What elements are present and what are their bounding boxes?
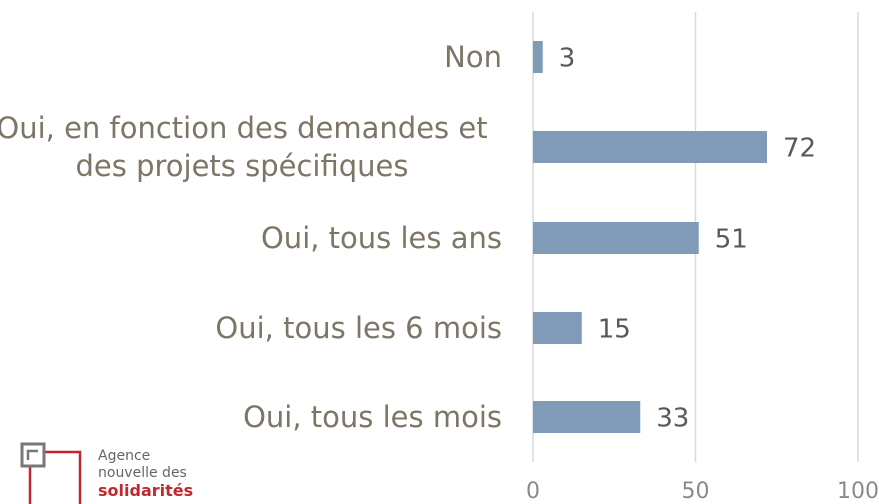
x-tick-label: 50 bbox=[682, 479, 710, 504]
category-label-box: Oui, tous les 6 mois bbox=[0, 283, 502, 373]
value-label: 72 bbox=[783, 134, 816, 164]
category-label-box: Oui, tous les mois bbox=[0, 372, 502, 462]
bar bbox=[533, 131, 767, 163]
logo: Agence nouvelle des solidarités bbox=[98, 448, 193, 499]
category-label-box: Oui, tous les ans bbox=[0, 193, 502, 283]
bar bbox=[533, 222, 699, 254]
bar bbox=[533, 41, 543, 73]
category-label: Oui, tous les 6 mois bbox=[215, 311, 502, 345]
value-label: 15 bbox=[598, 315, 631, 345]
logo-frame bbox=[28, 450, 82, 504]
category-label: Oui, tous les ans bbox=[260, 221, 502, 255]
logo-mark bbox=[26, 449, 38, 460]
category-label: Non bbox=[444, 40, 502, 74]
bar bbox=[533, 401, 641, 433]
logo-line: solidarités bbox=[98, 481, 194, 500]
value-label: 51 bbox=[715, 225, 748, 255]
logo-square bbox=[20, 442, 46, 468]
category-label: Oui, tous les mois bbox=[243, 400, 502, 434]
bar bbox=[533, 312, 582, 344]
value-label: 33 bbox=[656, 404, 689, 434]
logo-line: nouvelle des bbox=[98, 465, 187, 481]
category-label-box: Oui, en fonction des demandes et des pro… bbox=[0, 102, 502, 192]
x-tick-label: 100 bbox=[837, 479, 879, 504]
category-label-box: Non bbox=[0, 12, 502, 102]
category-label: Oui, en fonction des demandes et des pro… bbox=[0, 111, 488, 183]
x-tick-label: 0 bbox=[526, 479, 540, 504]
value-label: 3 bbox=[559, 44, 576, 74]
logo-line: Agence bbox=[98, 448, 151, 464]
